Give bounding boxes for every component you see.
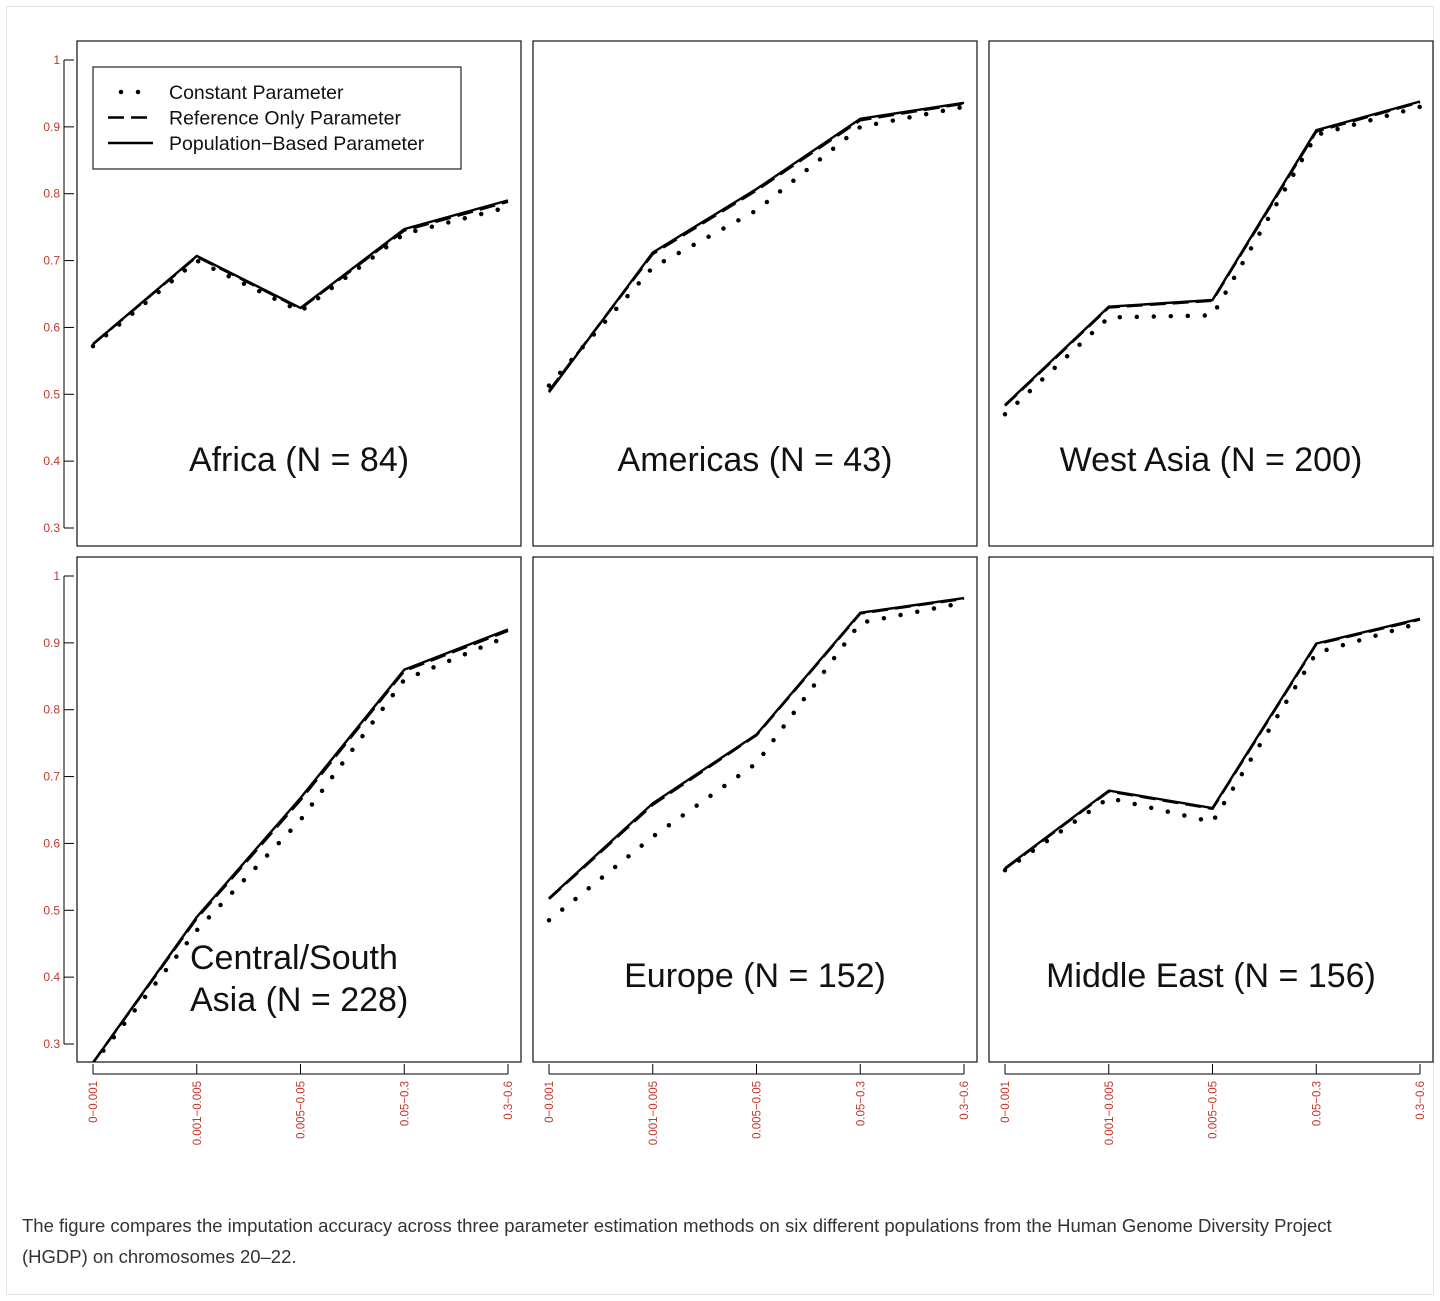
series-line-population-based-parameter — [1004, 617, 1421, 870]
series-line-reference-only-parameter — [1004, 618, 1421, 870]
series-line-population-based-parameter — [92, 199, 509, 346]
y-tick-label: 0.4 — [43, 970, 60, 984]
series-line-reference-only-parameter — [92, 200, 509, 346]
panel-central-south-asia-n-228 — [76, 556, 522, 1063]
y-tick-label: 0.8 — [43, 703, 60, 717]
series-line-constant-parameter — [90, 204, 511, 349]
panel-label: Europe (N = 152) — [624, 957, 886, 995]
panel-label: West Asia (N = 200) — [1060, 441, 1363, 479]
y-tick-label: 0.3 — [43, 1037, 60, 1051]
panel-label: Africa (N = 84) — [189, 441, 409, 479]
y-tick-label: 1 — [53, 569, 60, 583]
panel-europe-n-152 — [532, 556, 978, 1063]
y-tick-label: 0.7 — [43, 770, 60, 784]
y-tick-label: 0.9 — [43, 636, 60, 650]
x-tick-label: 0.05−0.3 — [399, 1081, 411, 1126]
y-tick-label: 0.7 — [43, 254, 60, 268]
imputation-accuracy-chart: 0.3 0.4 0.5 0.6 0.7 0.8 0.9 1 0.3 0.4 0.5 0.6 0.7 0.8… — [43, 40, 1434, 1145]
series-line-population-based-parameter — [1004, 100, 1421, 406]
series-line-constant-parameter — [1002, 620, 1423, 873]
y-tick-label: 0.6 — [43, 836, 60, 850]
x-tick-label: 0−0.001 — [88, 1081, 100, 1123]
panel-americas-n-43 — [532, 40, 978, 547]
y-tick-label: 0.5 — [43, 387, 60, 401]
panel-label-line: Central/South — [190, 939, 398, 977]
series-line-population-based-parameter — [548, 101, 965, 394]
x-tick-label: 0.05−0.3 — [1311, 1081, 1323, 1126]
panel-label: Americas (N = 43) — [618, 441, 893, 479]
series-line-constant-parameter — [1002, 104, 1423, 417]
x-tick-label: 0.3−0.6 — [503, 1081, 515, 1120]
x-tick-label: 0.001−0.005 — [192, 1081, 204, 1145]
legend-label: Reference Only Parameter — [169, 108, 401, 130]
series-line-population-based-parameter — [92, 628, 509, 1062]
y-tick-label: 0.9 — [43, 120, 60, 134]
x-tick-label: 0.005−0.05 — [752, 1081, 764, 1139]
y-tick-label: 0.3 — [43, 521, 60, 535]
series-line-reference-only-parameter — [548, 597, 965, 900]
x-tick-label: 0.001−0.005 — [648, 1081, 660, 1145]
y-tick-label: 0.4 — [43, 454, 60, 468]
panel-west-asia-n-200 — [988, 40, 1434, 547]
series-line-constant-parameter — [546, 104, 967, 388]
series-line-population-based-parameter — [548, 596, 965, 900]
x-tick-label: 0−0.001 — [1000, 1081, 1012, 1123]
x-tick-label: 0.001−0.005 — [1104, 1081, 1116, 1145]
x-tick-label: 0.05−0.3 — [855, 1081, 867, 1126]
legend-box — [92, 66, 462, 170]
y-tick-label: 0.5 — [43, 903, 60, 917]
y-tick-label: 1 — [53, 53, 60, 67]
x-tick-label: 0.005−0.05 — [296, 1081, 308, 1139]
panel-africa-n-84 — [76, 40, 522, 547]
x-tick-label: 0.3−0.6 — [959, 1081, 971, 1120]
series-line-reference-only-parameter — [1004, 100, 1421, 407]
y-tick-label: 0.6 — [43, 320, 60, 334]
figure-caption: The figure compares the imputation accur… — [22, 1215, 1332, 1267]
figure-frame — [6, 6, 1434, 1295]
panel-label: Middle East (N = 156) — [1046, 957, 1376, 995]
y-tick-label: 0.8 — [43, 187, 60, 201]
legend-label: Population−Based Parameter — [169, 133, 425, 155]
series-line-reference-only-parameter — [547, 102, 965, 392]
legend-label: Constant Parameter — [169, 82, 344, 104]
series-line-constant-parameter — [546, 600, 967, 923]
panel-middle-east-n-156 — [988, 556, 1434, 1063]
x-tick-label: 0.3−0.6 — [1415, 1081, 1427, 1120]
x-tick-label: 0−0.001 — [544, 1081, 556, 1123]
panel-label-line: Asia (N = 228) — [190, 981, 408, 1019]
x-tick-label: 0.005−0.05 — [1208, 1081, 1220, 1139]
